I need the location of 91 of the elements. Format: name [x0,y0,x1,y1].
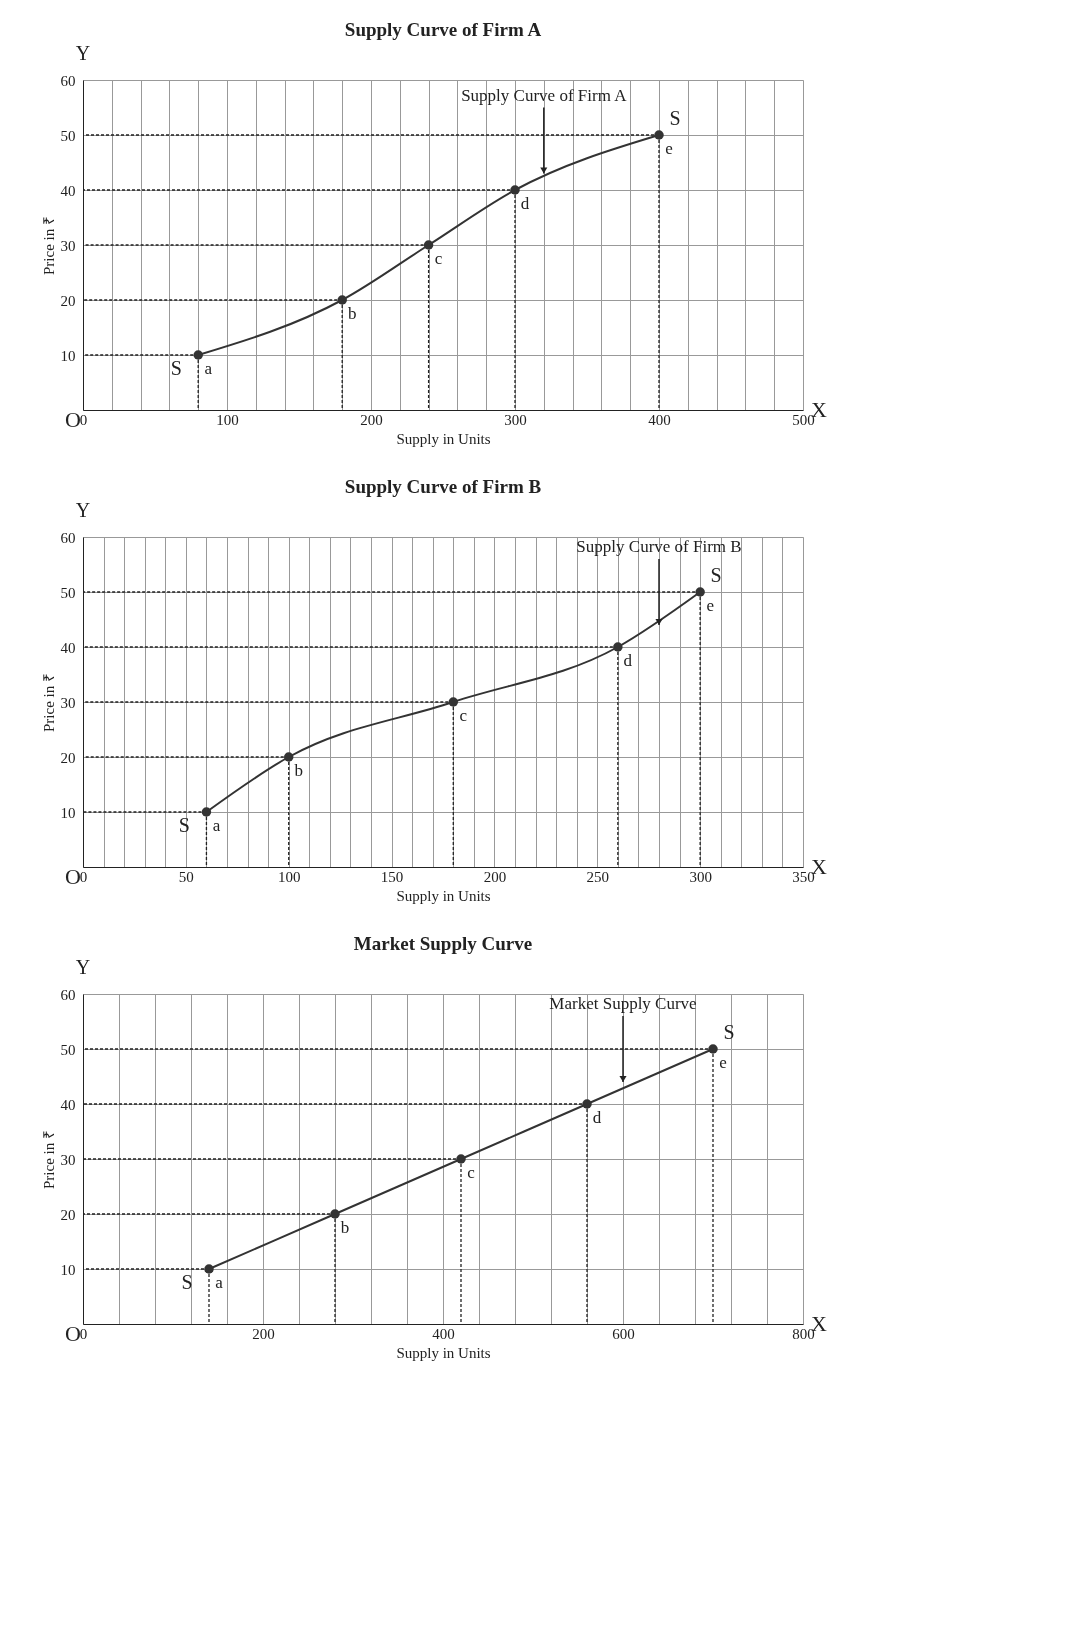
x-tick-label: 200 [252,1325,275,1342]
y-tick-label: 40 [60,182,76,199]
x-axis-title: Supply in Units [396,430,491,447]
text: O [65,1321,81,1346]
point [456,1154,466,1164]
x-tick-label: 0 [79,868,88,885]
x-tick-label: 400 [648,411,671,428]
point [510,185,520,195]
annotation: S [710,564,722,586]
x-tick-label: 50 [178,868,194,885]
text: Y [75,499,91,521]
y-tick-label: 60 [60,529,76,546]
y-tick-label: 20 [60,1206,76,1223]
x-tick-label: 200 [483,868,507,885]
annotation: S [723,1021,735,1043]
point [330,1209,340,1219]
y-tick-label: 60 [60,72,76,89]
text: Y [75,42,91,64]
x-tick-label: 500 [792,411,815,428]
y-tick-label: 30 [60,694,76,711]
y-axis-title: Price in ₹ [40,1130,57,1189]
annotation: S [178,814,190,836]
y-tick-label: 40 [60,1096,76,1113]
annotation: e [665,139,673,158]
x-axis-title: Supply in Units [396,1344,491,1361]
point [337,295,347,305]
x-tick-label: 300 [689,868,712,885]
point [204,1264,214,1274]
point [448,697,459,707]
chart-title: Supply Curve of Firm A [344,19,542,40]
x-tick-label: 350 [792,868,815,885]
x-tick-label: 200 [360,411,383,428]
x-tick-label: 800 [792,1325,815,1342]
text: Y [75,956,91,978]
x-tick-label: 0 [79,411,88,428]
text: O [65,407,81,432]
y-tick-label: 30 [60,237,76,254]
x-tick-label: 100 [277,868,301,885]
annotation: S [669,107,681,129]
annotation: c [467,1163,476,1182]
annotation: a [212,816,221,835]
y-tick-label: 20 [60,292,76,309]
chart-title: Supply Curve of Firm B [344,476,542,497]
annotation: a [215,1273,224,1292]
y-tick-label: 30 [60,1151,76,1168]
y-tick-label: 60 [60,986,76,1003]
text: O [65,864,81,889]
x-tick-label: 100 [216,411,239,428]
point [654,130,664,140]
point [613,642,623,652]
annotation: d [592,1108,602,1127]
x-axis-title: Supply in Units [396,887,491,904]
point [582,1099,592,1109]
y-tick-label: 10 [60,804,76,821]
y-tick-label: 20 [60,749,76,766]
annotation: c [434,249,443,268]
y-tick-label: 50 [60,127,76,144]
y-axis-title: Price in ₹ [40,216,57,275]
point [695,587,705,597]
annotation: c [459,706,468,725]
annotation: Market Supply Curve [549,994,697,1013]
annotation: b [347,304,357,323]
y-tick-label: 40 [60,639,76,656]
point [201,807,212,817]
point [283,752,294,762]
annotation: a [204,359,213,378]
annotation: b [340,1218,350,1237]
x-tick-label: 150 [380,868,404,885]
x-tick-label: 400 [432,1325,455,1342]
point [193,350,203,360]
x-tick-label: 0 [79,1325,88,1342]
annotation: b [294,761,303,780]
annotation: d [520,194,530,213]
y-tick-label: 10 [60,347,76,364]
x-tick-label: 250 [586,868,610,885]
y-tick-label: 50 [60,584,76,601]
annotation: d [623,651,633,670]
annotation: e [706,596,714,615]
y-tick-label: 50 [60,1041,76,1058]
point [708,1044,718,1054]
y-tick-label: 10 [60,1261,76,1278]
y-axis-title: Price in ₹ [40,673,57,732]
x-tick-label: 600 [612,1325,635,1342]
point [423,240,434,250]
x-tick-label: 300 [504,411,527,428]
chart-title: Market Supply Curve [353,933,533,954]
annotation: Supply Curve of Firm A [461,85,628,105]
annotation: S [181,1271,193,1293]
annotation: e [719,1053,727,1072]
annotation: S [170,357,182,379]
annotation: Supply Curve of Firm B [576,537,742,556]
